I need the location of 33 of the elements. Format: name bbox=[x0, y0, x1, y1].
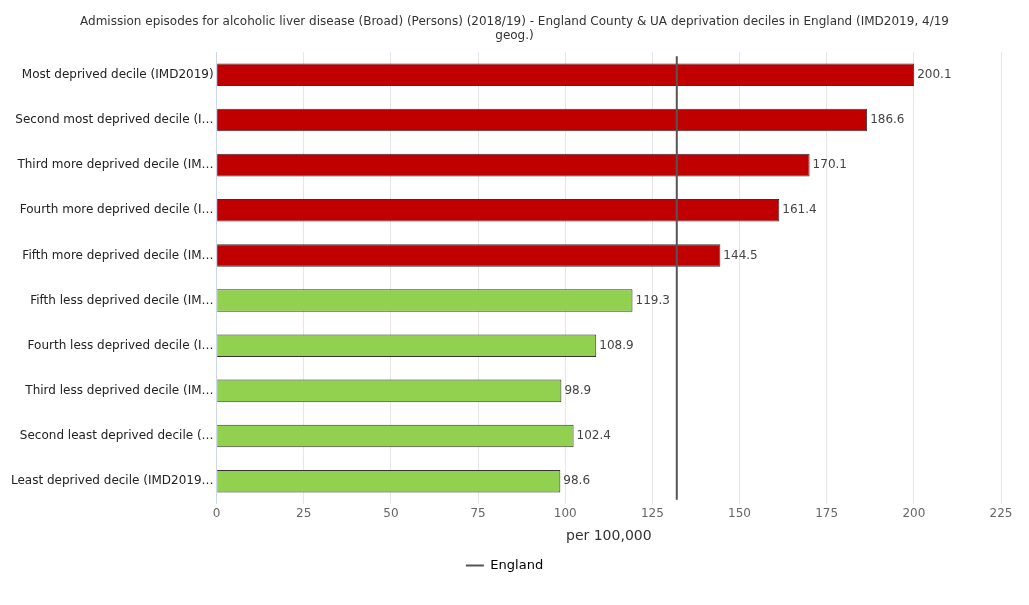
data-label: 144.5 bbox=[723, 247, 758, 262]
y-tick-label: Most deprived decile (IMD2019) bbox=[21, 66, 214, 81]
data-label: 170.1 bbox=[812, 157, 847, 172]
data-label: 98.6 bbox=[563, 473, 591, 488]
data-label: 102.4 bbox=[576, 428, 611, 443]
data-label: 161.4 bbox=[782, 202, 817, 217]
data-label: 200.1 bbox=[917, 66, 952, 81]
data-label: 119.3 bbox=[635, 292, 670, 307]
data-label: 186.6 bbox=[870, 112, 905, 127]
x-tick-label: 100 bbox=[553, 506, 577, 521]
data-label: 98.9 bbox=[564, 383, 592, 398]
y-tick-label: Fourth more deprived decile (I… bbox=[19, 202, 214, 217]
x-tick-label: 125 bbox=[640, 506, 664, 521]
y-tick-label: Second most deprived decile (I… bbox=[15, 112, 214, 127]
x-axis-title: per 100,000 bbox=[566, 527, 652, 544]
y-tick-label: Fifth less deprived decile (IM… bbox=[30, 292, 214, 307]
x-tick-label: 200 bbox=[902, 506, 926, 521]
y-tick-label: Third more deprived decile (IM… bbox=[16, 157, 214, 172]
x-tick-label: 175 bbox=[815, 506, 839, 521]
data-label: 108.9 bbox=[599, 337, 634, 352]
x-tick-label: 25 bbox=[296, 506, 312, 521]
y-tick-label: Fourth less deprived decile (I… bbox=[27, 337, 214, 352]
y-tick-label: Least deprived decile (IMD2019… bbox=[10, 473, 214, 488]
y-tick-label: Fifth more deprived decile (IM… bbox=[22, 247, 214, 262]
x-tick-label: 75 bbox=[470, 506, 486, 521]
x-tick-label: 150 bbox=[728, 506, 751, 521]
y-tick-label: Second least deprived decile (… bbox=[19, 428, 214, 443]
legend-label: England bbox=[490, 556, 544, 572]
x-tick-label: 0 bbox=[212, 506, 221, 521]
x-tick-label: 50 bbox=[383, 506, 399, 521]
x-tick-label: 225 bbox=[989, 506, 1013, 521]
y-tick-label: Third less deprived decile (IM… bbox=[24, 383, 214, 398]
chart-title: Admission episodes for alcoholic liver disease (Broad) (Persons) (2018/19) - England County & UA deprivation deciles in England (IMD2019, 4/19 geog.) bbox=[79, 13, 950, 42]
